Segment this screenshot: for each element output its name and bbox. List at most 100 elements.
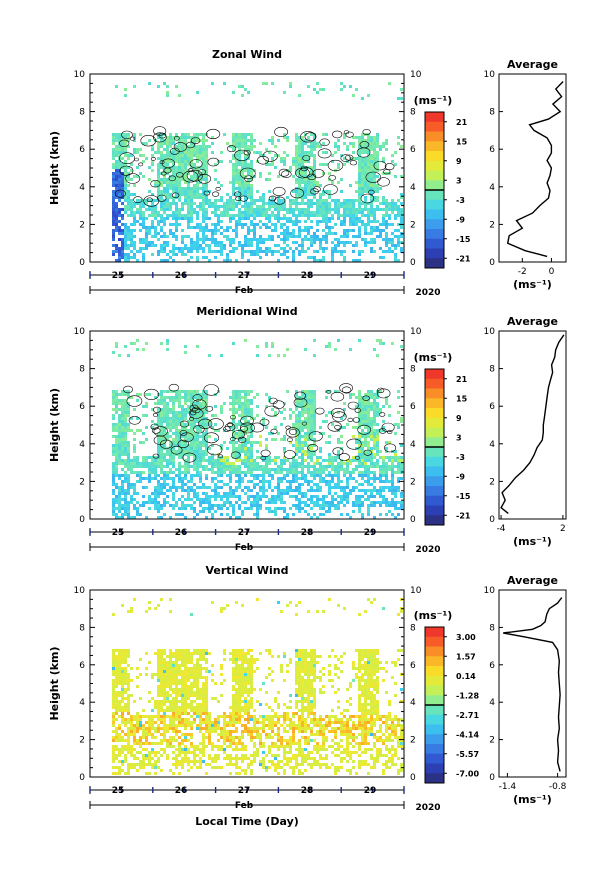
field-cell bbox=[241, 184, 244, 187]
field-cell bbox=[313, 163, 316, 166]
field-cell bbox=[121, 483, 124, 486]
field-cell bbox=[118, 414, 121, 417]
field-cell bbox=[124, 208, 127, 211]
field-cell bbox=[232, 202, 235, 205]
field-cell bbox=[199, 175, 202, 178]
field-cell bbox=[172, 235, 175, 238]
contour-line bbox=[352, 417, 361, 423]
field-cell bbox=[193, 426, 196, 429]
contour-line bbox=[272, 400, 285, 410]
field-cell bbox=[307, 417, 310, 420]
field-cell bbox=[313, 495, 316, 498]
field-cell bbox=[361, 184, 364, 187]
field-cell bbox=[250, 187, 253, 190]
field-cell bbox=[247, 507, 250, 510]
field-cell bbox=[127, 477, 130, 480]
contour-line bbox=[345, 131, 354, 138]
field-cell bbox=[193, 247, 196, 250]
field-cell bbox=[130, 214, 133, 217]
field-cell bbox=[178, 513, 181, 516]
field-cell bbox=[145, 465, 148, 468]
field-cell bbox=[280, 465, 283, 468]
field-cell bbox=[139, 441, 142, 444]
field-cell bbox=[115, 169, 118, 172]
field-cell bbox=[337, 208, 340, 211]
field-cell bbox=[148, 241, 151, 244]
contour-line bbox=[134, 157, 139, 162]
field-cell bbox=[244, 199, 247, 202]
field-cell bbox=[148, 214, 151, 217]
field-cell bbox=[187, 136, 190, 139]
field-cell bbox=[289, 247, 292, 250]
field-cell bbox=[250, 414, 253, 417]
field-cell bbox=[334, 205, 337, 208]
field-cell bbox=[307, 232, 310, 235]
field-cell bbox=[325, 459, 328, 462]
field-cell bbox=[304, 178, 307, 181]
field-cell bbox=[289, 417, 292, 420]
colorbar-tick-label: 21 bbox=[456, 375, 468, 384]
field-cell bbox=[319, 486, 322, 489]
field-cell bbox=[307, 217, 310, 220]
field-cell bbox=[169, 453, 172, 456]
field-cell bbox=[217, 241, 220, 244]
field-cell bbox=[187, 399, 190, 402]
field-cell bbox=[322, 193, 325, 196]
field-cell bbox=[283, 91, 286, 94]
field-cell bbox=[385, 477, 388, 480]
field-cell bbox=[196, 178, 199, 181]
field-cell bbox=[388, 468, 391, 471]
field-cell bbox=[400, 193, 403, 196]
contour-line bbox=[377, 388, 391, 399]
field-cell bbox=[124, 88, 127, 91]
field-cell bbox=[322, 256, 325, 259]
field-cell bbox=[172, 217, 175, 220]
field-cell bbox=[382, 486, 385, 489]
field-cell bbox=[124, 175, 127, 178]
field-cell bbox=[115, 151, 118, 154]
field-cell bbox=[136, 492, 139, 495]
field-cell bbox=[157, 223, 160, 226]
field-cell bbox=[298, 486, 301, 489]
field-cell bbox=[349, 348, 352, 351]
field-cell bbox=[178, 142, 181, 145]
field-cell bbox=[118, 504, 121, 507]
field-cell bbox=[205, 190, 208, 193]
field-cell bbox=[370, 202, 373, 205]
field-cell bbox=[385, 142, 388, 145]
field-cell bbox=[133, 133, 136, 136]
field-cell bbox=[274, 486, 277, 489]
field-cell bbox=[238, 420, 241, 423]
field-cell bbox=[238, 459, 241, 462]
field-cell bbox=[112, 480, 115, 483]
field-cell bbox=[325, 202, 328, 205]
field-cell bbox=[178, 399, 181, 402]
field-cell bbox=[304, 492, 307, 495]
field-cell bbox=[316, 456, 319, 459]
field-cell bbox=[397, 507, 400, 510]
field-cell bbox=[190, 447, 193, 450]
field-cell bbox=[250, 208, 253, 211]
field-cell bbox=[226, 468, 229, 471]
field-cell bbox=[196, 492, 199, 495]
field-cell bbox=[367, 480, 370, 483]
field-cell bbox=[169, 154, 172, 157]
field-cell bbox=[292, 241, 295, 244]
field-cell bbox=[202, 136, 205, 139]
field-cell bbox=[166, 202, 169, 205]
field-cell bbox=[127, 474, 130, 477]
field-cell bbox=[205, 441, 208, 444]
field-cell bbox=[157, 133, 160, 136]
field-cell bbox=[280, 468, 283, 471]
field-cell bbox=[283, 447, 286, 450]
field-cell bbox=[298, 94, 301, 97]
field-cell bbox=[370, 136, 373, 139]
field-cell bbox=[358, 139, 361, 142]
field-cell bbox=[328, 342, 331, 345]
field-cell bbox=[187, 193, 190, 196]
field-cell bbox=[307, 480, 310, 483]
field-cell bbox=[331, 208, 334, 211]
field-cell bbox=[112, 396, 115, 399]
field-cell bbox=[211, 211, 214, 214]
field-cell bbox=[361, 223, 364, 226]
